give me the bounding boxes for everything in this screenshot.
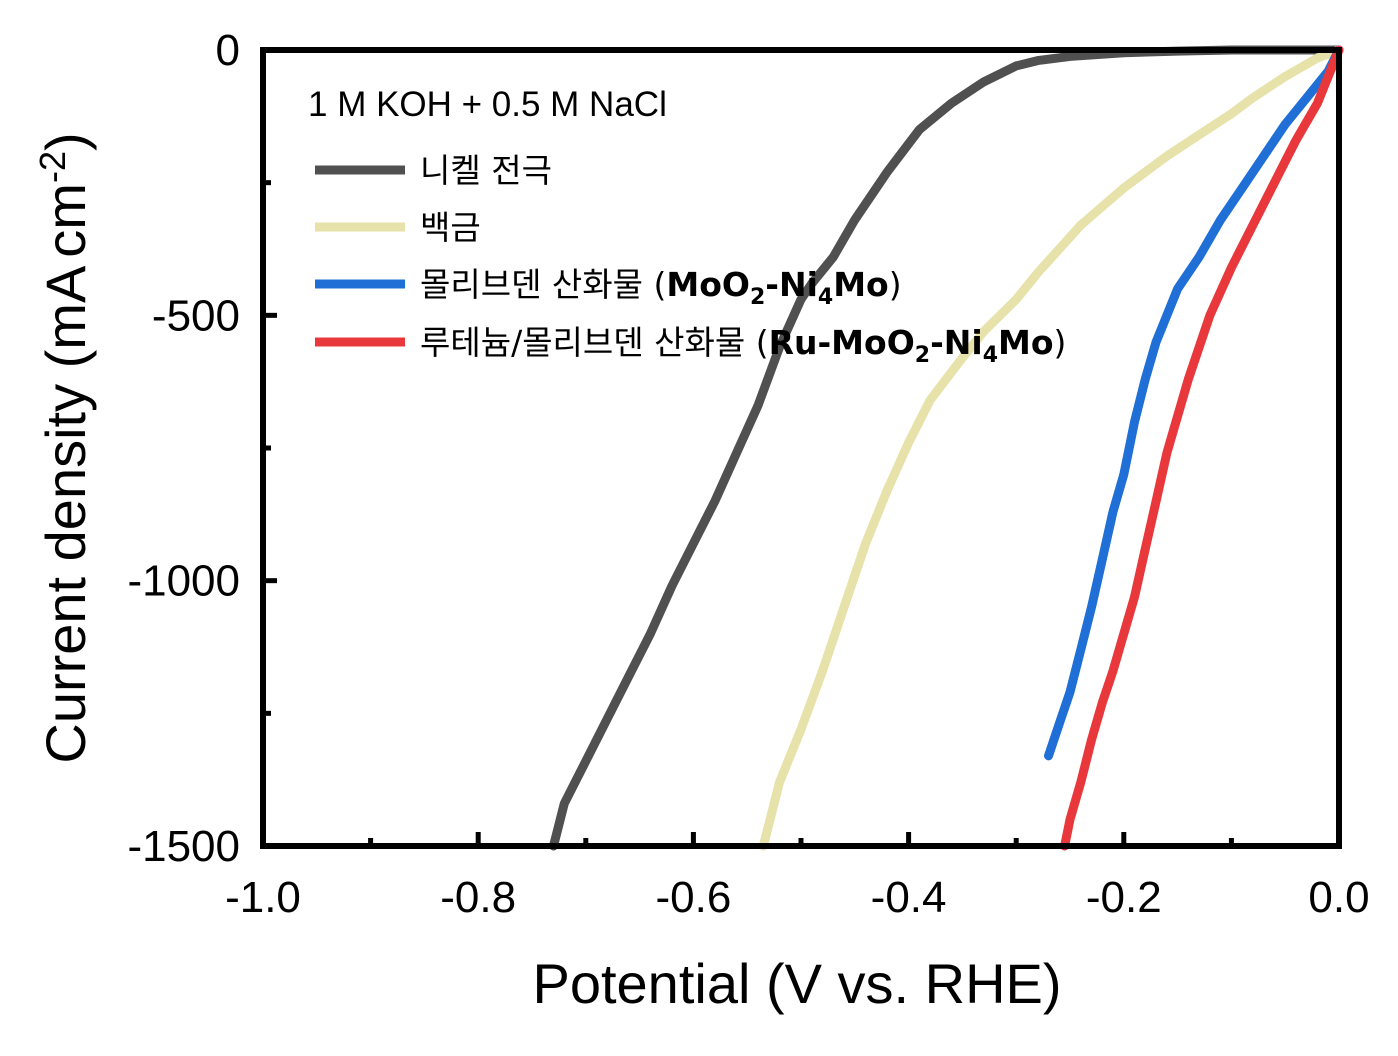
x-tick-label: -0.8 — [440, 873, 516, 922]
legend-label-part: MoO — [666, 265, 750, 304]
x-tick-label: 0.0 — [1308, 873, 1369, 922]
y-tick-label: -500 — [152, 291, 240, 340]
x-tick-label: -0.6 — [655, 873, 731, 922]
legend-label-part: -Ni — [765, 265, 818, 304]
y-axis-title-unit: cm — [34, 183, 97, 258]
series-line-3 — [1044, 45, 1344, 761]
y-axis-title-close: ) — [34, 132, 97, 151]
legend-label-4: 루테늄/몰리브덴 산화물 (Ru-MoO2-Ni4Mo) — [420, 323, 1066, 368]
y-axis-title-main: Current density (mA — [34, 265, 97, 764]
y-tick-label: 0 — [216, 26, 240, 75]
legend-label-3: 몰리브덴 산화물 (MoO2-Ni4Mo) — [420, 265, 902, 310]
legend-label-part: 4 — [983, 343, 998, 368]
x-axis-title: Potential (V vs. RHE) — [532, 952, 1061, 1015]
legend-label-part: 2 — [915, 343, 930, 368]
series-line-4 — [1060, 45, 1344, 851]
legend-label-part: 루테늄/몰리브덴 산화물 ( — [420, 323, 769, 362]
legend-label-part: 몰리브덴 산화물 ( — [420, 265, 666, 304]
legend-label-part: 니켈 전극 — [420, 151, 552, 190]
legend-label-part: Mo — [998, 323, 1054, 362]
x-tick-label: -0.2 — [1086, 873, 1162, 922]
series-line-2 — [758, 45, 1344, 851]
x-tick-label: -0.4 — [871, 873, 947, 922]
series-layer — [549, 45, 1344, 851]
legend-label-part: ) — [889, 265, 902, 304]
legend-label-part: ) — [1054, 323, 1067, 362]
legend-label-1: 니켈 전극 — [420, 151, 552, 190]
legend-label-part: 2 — [750, 285, 765, 310]
legend-label-2: 백금 — [420, 208, 481, 247]
y-tick-label: -1000 — [127, 557, 240, 606]
legend-label-part: -Ni — [930, 323, 983, 362]
legend-label-part: Mo — [833, 265, 889, 304]
x-tick-label: -1.0 — [225, 873, 301, 922]
series-line-1 — [549, 45, 1344, 851]
y-axis-title: Current density (mA cm-2) — [32, 132, 97, 763]
legend-title: 1 M KOH + 0.5 M NaCl — [308, 85, 667, 124]
y-tick-label: -1500 — [127, 822, 240, 871]
legend-label-part: 4 — [818, 285, 833, 310]
legend-label-part: 백금 — [420, 208, 481, 247]
y-axis-title-exponent: -2 — [32, 151, 73, 183]
legend-label-part: Ru-MoO — [769, 323, 915, 362]
ticks-layer: -1.0 -0.8 -0.6 -0.4 -0.2 0.0 0 -500 -1000 -1500 — [127, 26, 1369, 922]
